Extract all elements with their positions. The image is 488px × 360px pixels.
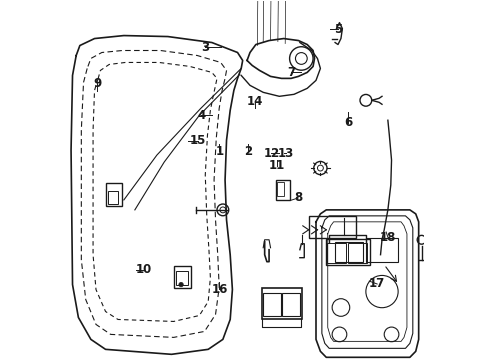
- Bar: [365, 238, 397, 262]
- Text: 5: 5: [333, 23, 341, 36]
- Text: 8: 8: [294, 192, 302, 204]
- Text: 6: 6: [344, 116, 352, 129]
- Text: 14: 14: [246, 95, 263, 108]
- Bar: [325, 239, 369, 265]
- Bar: [261, 288, 302, 319]
- Bar: [326, 243, 346, 263]
- Text: 11: 11: [268, 159, 285, 172]
- Bar: [176, 271, 187, 285]
- Text: 1: 1: [215, 145, 223, 158]
- Bar: [275, 180, 290, 200]
- Bar: [277, 182, 284, 196]
- Bar: [263, 293, 280, 316]
- Bar: [105, 183, 122, 206]
- Text: 12: 12: [263, 147, 279, 159]
- Bar: [308, 216, 356, 238]
- Text: 2: 2: [244, 145, 252, 158]
- Text: 17: 17: [368, 278, 385, 291]
- Bar: [334, 242, 362, 262]
- Bar: [107, 191, 118, 204]
- Circle shape: [179, 282, 183, 287]
- Text: 13: 13: [277, 147, 293, 159]
- Text: 18: 18: [379, 231, 395, 244]
- Text: 7: 7: [286, 66, 295, 79]
- Text: 10: 10: [136, 263, 152, 276]
- Text: 4: 4: [197, 109, 205, 122]
- Bar: [173, 266, 191, 288]
- Bar: [282, 293, 299, 316]
- Text: 15: 15: [189, 134, 205, 147]
- Text: 9: 9: [93, 77, 102, 90]
- Bar: [347, 243, 366, 263]
- Text: 3: 3: [201, 41, 209, 54]
- Text: 16: 16: [211, 283, 227, 296]
